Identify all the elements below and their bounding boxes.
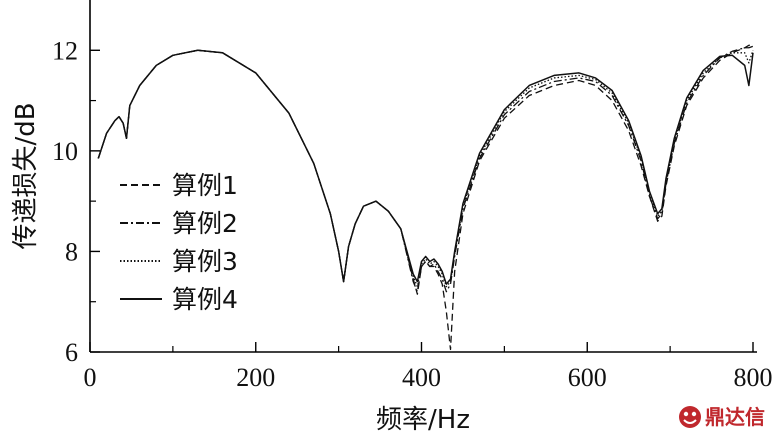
dingdaxin-logo-icon <box>679 406 701 428</box>
legend-label-1: 算例1 <box>172 171 238 200</box>
y-tick-label: 10 <box>52 137 78 166</box>
x-tick-label: 800 <box>734 363 773 392</box>
x-tick-label: 200 <box>236 363 275 392</box>
legend-label-4: 算例4 <box>172 285 238 314</box>
plot-area: 0 200 400 600 800 6 8 10 12 算例1 算例2 算例3 算例4 <box>52 0 773 392</box>
watermark-text: 鼎达信 <box>705 405 765 429</box>
x-tick-label: 600 <box>568 363 607 392</box>
legend-label-2: 算例2 <box>172 209 238 238</box>
y-tick-label: 6 <box>65 338 78 367</box>
watermark: 鼎达信 <box>679 405 765 429</box>
series-line-4 <box>97 49 754 285</box>
legend-label-3: 算例3 <box>172 247 238 276</box>
legend: 算例1 算例2 算例3 算例4 <box>120 171 238 314</box>
x-tick-label: 400 <box>402 363 441 392</box>
y-axis-title: 传递损失/dB <box>11 102 41 249</box>
x-axis-title: 频率/Hz <box>376 405 470 435</box>
x-tick-label: 0 <box>84 363 97 392</box>
series-layer <box>97 44 754 351</box>
axis-ticks: 0 200 400 600 800 6 8 10 12 <box>52 36 773 392</box>
y-tick-label: 12 <box>52 36 78 65</box>
y-tick-label: 8 <box>65 237 78 266</box>
